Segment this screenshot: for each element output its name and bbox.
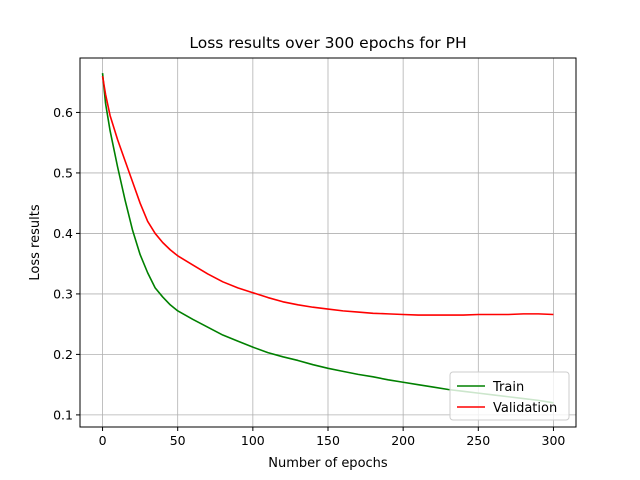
x-tick-label: 250 bbox=[466, 433, 490, 448]
ticks: 0 50 100 150 200 250 300 0.1 0.2 0.3 0.4 0.5 0.6 bbox=[53, 105, 565, 448]
x-tick-label: 150 bbox=[316, 433, 340, 448]
grid bbox=[80, 58, 576, 427]
legend-box bbox=[449, 371, 570, 421]
y-tick-label: 0.1 bbox=[53, 407, 73, 422]
y-tick-label: 0.4 bbox=[53, 226, 73, 241]
y-tick-label: 0.2 bbox=[53, 347, 73, 362]
legend-label-train: Train bbox=[492, 380, 524, 395]
chart-title: Loss results over 300 epochs for PH bbox=[189, 34, 466, 52]
x-tick-label: 100 bbox=[241, 433, 265, 448]
y-tick-label: 0.6 bbox=[53, 105, 73, 120]
x-tick-label: 300 bbox=[542, 433, 566, 448]
y-axis-label: Loss results bbox=[28, 204, 43, 280]
series-line-validation bbox=[101, 76, 554, 316]
x-tick-label: 50 bbox=[170, 433, 186, 448]
y-tick-label: 0.3 bbox=[53, 286, 73, 301]
x-tick-label: 0 bbox=[99, 433, 107, 448]
legend-label-validation: Validation bbox=[493, 401, 557, 416]
y-tick-label: 0.5 bbox=[53, 165, 73, 180]
legend: Train Validation bbox=[449, 371, 570, 421]
x-tick-label: 200 bbox=[391, 433, 415, 448]
x-axis-label: Number of epochs bbox=[268, 456, 388, 471]
